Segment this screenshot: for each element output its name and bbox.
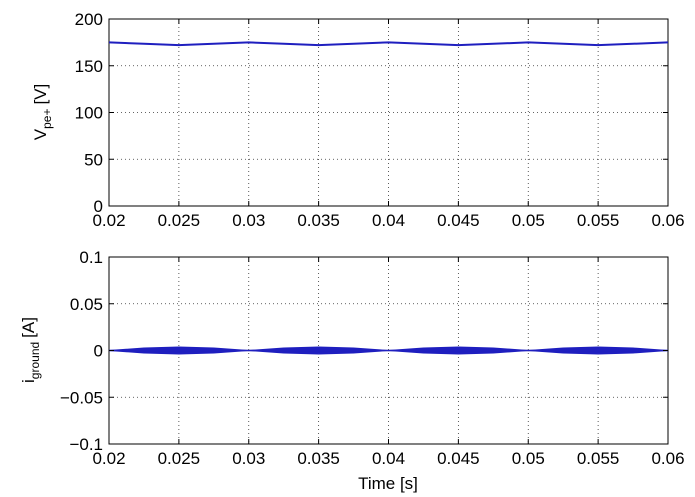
current-x-tick-label: 0.055	[577, 449, 620, 468]
current-x-tick-label: 0.03	[232, 449, 265, 468]
current-x-tick-label: 0.06	[651, 449, 684, 468]
voltage-x-tick-label: 0.04	[372, 211, 405, 230]
voltage-y-tick-label: 200	[75, 10, 103, 29]
voltage-x-tick-label: 0.025	[158, 211, 201, 230]
voltage-x-tick-label: 0.055	[577, 211, 620, 230]
voltage-y-axis-label: Vpe+[V]	[31, 84, 54, 141]
current-x-axis-label: Time [s]	[358, 474, 418, 493]
voltage-x-tick-label: 0.05	[512, 211, 545, 230]
voltage-plot-frame	[108, 18, 669, 207]
voltage-x-tick-label: 0.03	[232, 211, 265, 230]
voltage-y-ticks: 0 50 100 150 200	[75, 10, 668, 216]
current-x-tick-label: 0.045	[437, 449, 480, 468]
current-x-tick-label: 0.05	[512, 449, 545, 468]
voltage-x-tick-label: 0.02	[92, 211, 125, 230]
voltage-series	[108, 41, 669, 47]
voltage-y-tick-label: 100	[75, 104, 103, 123]
voltage-x-tick-label: 0.035	[297, 211, 340, 230]
current-plot: 0.02 0.025 0.03 0.035 0.04 0.045 0.05 0.055 0.06…	[19, 248, 685, 493]
current-y-tick-label: 0.1	[79, 248, 103, 267]
current-x-ticks: 0.02 0.025 0.03 0.035 0.04 0.045 0.05 0.055 0.06	[92, 257, 685, 468]
current-x-tick-label: 0.025	[158, 449, 201, 468]
voltage-series-line	[108, 41, 669, 47]
voltage-y-tick-label: 0	[94, 197, 103, 216]
current-y-ticks: −0.1 −0.05 0 0.05 0.1	[60, 248, 668, 454]
current-y-axis-label: iground[A]	[19, 317, 42, 383]
current-y-tick-label: −0.05	[60, 388, 103, 407]
voltage-y-tick-label: 150	[75, 57, 103, 76]
voltage-plot: 0.02 0.025 0.03 0.035 0.04 0.045 0.05 0.055 0.06…	[31, 10, 685, 230]
current-y-tick-label: 0	[94, 342, 103, 361]
current-y-tick-label: 0.05	[70, 295, 103, 314]
voltage-x-tick-label: 0.06	[651, 211, 684, 230]
current-x-tick-label: 0.035	[297, 449, 340, 468]
current-x-tick-label: 0.04	[372, 449, 405, 468]
current-x-tick-label: 0.02	[92, 449, 125, 468]
voltage-y-tick-label: 50	[84, 150, 103, 169]
voltage-x-ticks: 0.02 0.025 0.03 0.035 0.04 0.045 0.05 0.055 0.06	[92, 19, 685, 230]
current-y-tick-label: −0.1	[69, 435, 103, 454]
voltage-x-tick-label: 0.045	[437, 211, 480, 230]
